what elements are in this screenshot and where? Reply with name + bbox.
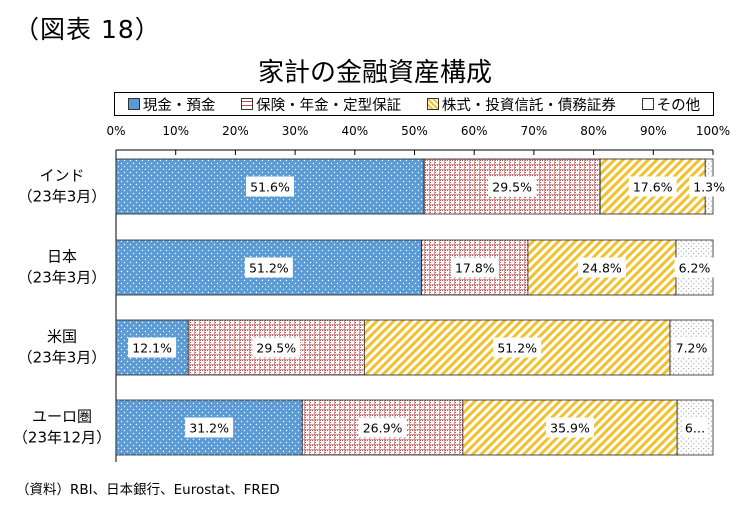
legend-label-other: その他	[656, 97, 701, 114]
category-period-label: （23年3月）	[18, 269, 107, 287]
category-label: 日本	[47, 248, 77, 266]
data-label-bg	[671, 337, 712, 358]
legend-item-equity: 株式・投資信託・債務証券	[426, 94, 616, 115]
x-tick-label: 30%	[282, 124, 309, 138]
x-tick-label: 0%	[106, 124, 125, 138]
data-label: 51.2%	[249, 261, 289, 276]
data-label: 51.2%	[497, 341, 537, 356]
legend-label-insurance: 保険・年金・定型保証	[256, 97, 402, 114]
x-tick-label: 20%	[222, 124, 249, 138]
legend-item-cash: 現金・預金	[127, 94, 216, 115]
data-label: 35.9%	[550, 421, 590, 436]
x-tick-label: 50%	[401, 124, 428, 138]
legend: 現金・預金 保険・年金・定型保証 株式・投資信託・債務証券 その他	[114, 92, 714, 116]
category-label: ユーロ圏	[32, 408, 92, 426]
category-period-label: （23年3月）	[18, 349, 107, 367]
data-label: 26.9%	[363, 421, 403, 436]
data-label-bg	[683, 417, 708, 438]
source-note: （資料）RBI、日本銀行、Eurostat、FRED	[16, 482, 280, 498]
data-label: 7.2%	[676, 341, 708, 356]
legend-item-other: その他	[641, 94, 701, 115]
data-label-bg	[689, 176, 730, 197]
data-label-bg	[577, 257, 626, 278]
legend-label-equity: 株式・投資信託・債務証券	[441, 97, 616, 114]
x-tick-label: 90%	[640, 124, 667, 138]
bar-segment-equity	[462, 399, 678, 456]
data-label-bg	[244, 257, 293, 278]
x-tick-label: 70%	[521, 124, 548, 138]
data-label-bg	[128, 337, 177, 358]
x-tick-label: 100%	[696, 124, 730, 138]
legend-swatch-equity	[426, 98, 439, 110]
category-period-label: （23年3月）	[18, 188, 107, 206]
data-label-bg	[488, 176, 537, 197]
x-tick-label: 60%	[461, 124, 488, 138]
data-label-bg	[493, 337, 542, 358]
legend-label-cash: 現金・預金	[142, 97, 216, 114]
data-label: 1.3%	[693, 180, 725, 195]
legend-swatch-cash	[127, 98, 140, 110]
x-tick-label: 80%	[580, 124, 607, 138]
data-label: 12.1%	[132, 341, 172, 356]
figure-number: （図表 18）	[14, 15, 161, 44]
data-label: 6…	[685, 421, 705, 436]
data-label-bg	[546, 417, 595, 438]
legend-swatch-insurance	[241, 98, 254, 110]
data-label: 31.2%	[189, 421, 229, 436]
data-label: 6.2%	[679, 261, 711, 276]
data-label: 24.8%	[582, 261, 622, 276]
legend-swatch-other	[641, 98, 654, 110]
data-label-bg	[246, 176, 295, 197]
data-label-bg	[674, 257, 715, 278]
data-label: 29.5%	[492, 180, 532, 195]
data-label-bg	[450, 257, 499, 278]
data-label-bg	[358, 417, 407, 438]
data-label: 17.6%	[633, 180, 673, 195]
data-label-bg	[252, 337, 301, 358]
data-label-bg	[628, 176, 677, 197]
data-label: 29.5%	[256, 341, 296, 356]
x-tick-label: 10%	[162, 124, 189, 138]
data-label-bg	[185, 417, 234, 438]
data-label: 51.6%	[250, 180, 290, 195]
data-label: 17.8%	[455, 261, 495, 276]
legend-item-insurance: 保険・年金・定型保証	[241, 94, 401, 115]
category-period-label: （23年12月）	[13, 429, 111, 447]
category-label: インド	[39, 167, 84, 185]
category-label: 米国	[47, 328, 77, 346]
x-tick-label: 40%	[341, 124, 368, 138]
chart-title: 家計の金融資産構成	[257, 58, 492, 88]
